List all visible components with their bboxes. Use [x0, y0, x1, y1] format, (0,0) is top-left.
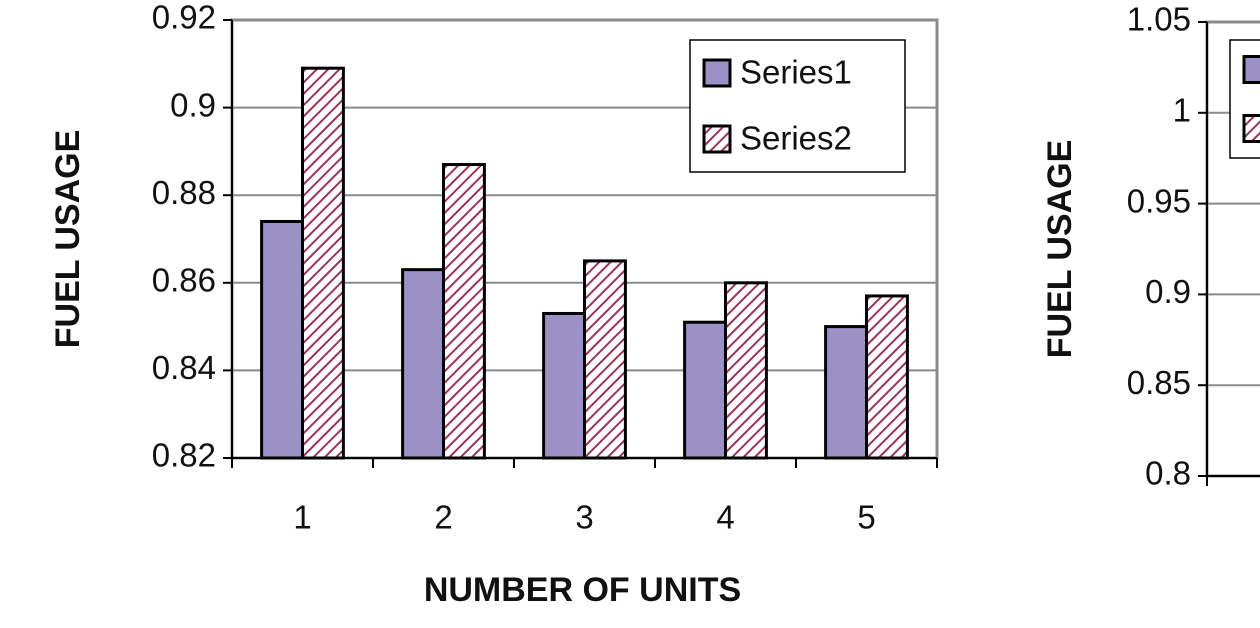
- bar: [442, 163, 486, 460]
- y-axis-title: FUEL USAGE: [49, 130, 87, 349]
- x-tick-label: 1: [293, 499, 311, 536]
- bar: [583, 259, 627, 460]
- y-tick-label: 0.95: [1127, 182, 1191, 219]
- legend-label: Series1: [740, 54, 852, 91]
- y-tick-label: 0.85: [1127, 364, 1191, 401]
- bar: [683, 320, 727, 460]
- legend-swatch: [1242, 114, 1260, 143]
- legend-swatch: [702, 124, 732, 154]
- bar: [865, 294, 909, 460]
- bar-chart: 0.8 0.85 0.9 0.95 1 1.05 FUEL USAGE: [1041, 1, 1260, 492]
- y-tick-label: 0.9: [1145, 273, 1191, 310]
- y-tick-label: 0.9: [170, 86, 216, 123]
- y-tick-label: 0.84: [152, 349, 216, 386]
- x-axis-title: NUMBER OF UNITS: [424, 571, 741, 609]
- bar-chart: 0.82 0.84 0.86 0.88 0.9 0.92 1 2 3 4 5 FUEL USAGE NU…: [49, 0, 939, 609]
- x-tick-label: 5: [857, 499, 875, 536]
- y-tick-label: 0.92: [152, 0, 216, 36]
- legend-swatch: [1242, 55, 1260, 84]
- bar: [542, 311, 586, 460]
- y-tick-label: 0.88: [152, 174, 216, 211]
- bar: [824, 325, 868, 460]
- y-tick-label: 1.05: [1127, 1, 1191, 38]
- bar: [401, 268, 445, 460]
- legend-label: Series2: [740, 120, 852, 157]
- y-tick-label: 1: [1173, 92, 1191, 129]
- x-tick-label: 2: [434, 499, 452, 536]
- y-axis-title: FUEL USAGE: [1041, 140, 1079, 359]
- x-tick-label: 3: [575, 499, 593, 536]
- x-tick-label: 4: [716, 499, 734, 536]
- y-tick-label: 0.8: [1145, 455, 1191, 492]
- bar: [260, 219, 304, 460]
- bar: [724, 281, 768, 460]
- bar: [301, 66, 345, 460]
- legend-swatch: [702, 58, 732, 88]
- y-tick-label: 0.86: [152, 262, 216, 299]
- y-tick-label: 0.82: [152, 437, 216, 474]
